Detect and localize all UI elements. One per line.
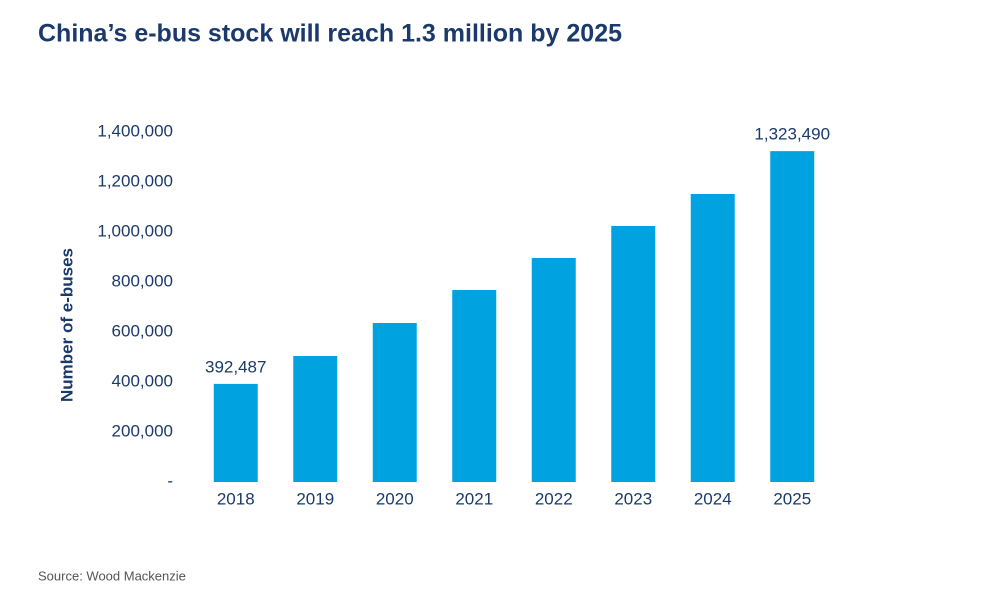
x-tick-label: 2018 — [217, 489, 255, 508]
y-tick-label: 1,000,000 — [97, 221, 173, 240]
y-tick-label: 400,000 — [112, 371, 173, 390]
x-tick-label: 2023 — [614, 489, 652, 508]
y-tick-label: 1,400,000 — [97, 121, 173, 140]
bar — [293, 356, 338, 482]
x-tick-label: 2019 — [296, 489, 334, 508]
source-note: Source: Wood Mackenzie — [38, 568, 186, 583]
bar — [372, 323, 417, 482]
x-tick-label: 2022 — [535, 489, 573, 508]
y-tick-label: - — [167, 471, 173, 490]
y-tick-label: 800,000 — [112, 271, 173, 290]
y-tick-label: 1,200,000 — [97, 171, 173, 190]
bar — [611, 226, 656, 482]
bar — [452, 290, 497, 482]
y-tick-label: 200,000 — [112, 421, 173, 440]
bar — [690, 194, 735, 482]
chart-title: China’s e-bus stock will reach 1.3 milli… — [38, 20, 622, 48]
y-tick-label: 600,000 — [112, 321, 173, 340]
x-tick-label: 2025 — [773, 489, 811, 508]
y-axis-label: Number of e-buses — [57, 248, 76, 402]
data-label: 1,323,490 — [754, 125, 830, 144]
bar — [531, 258, 576, 482]
x-tick-label: 2024 — [694, 489, 732, 508]
x-tick-label: 2021 — [455, 489, 493, 508]
bar — [770, 151, 815, 482]
bar — [213, 383, 258, 482]
x-tick-label: 2020 — [376, 489, 414, 508]
data-label: 392,487 — [205, 357, 266, 376]
